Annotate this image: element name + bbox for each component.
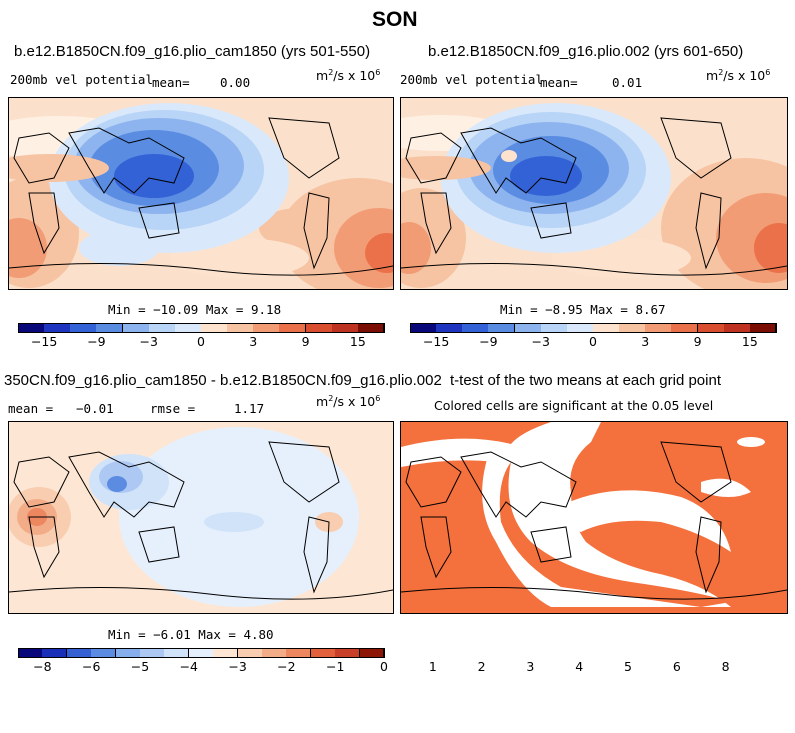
panel1-colorbar — [18, 323, 385, 333]
panel3-minmax: Min = −6.01 Max = 4.80 — [108, 627, 274, 642]
panel3-units: m2/s x 106 — [316, 394, 381, 410]
colorbar-tick-label: −9 — [87, 334, 106, 349]
colorbar-tick-label: −15 — [422, 334, 450, 349]
colorbar-tick-label: 5 — [624, 659, 632, 674]
colorbar-tick-label: −8 — [33, 659, 52, 674]
panel3-colorbar — [18, 648, 385, 658]
colorbar-tick-label: −1 — [325, 659, 345, 674]
panel2-title: b.e12.B1850CN.f09_g16.plio.002 (yrs 601-… — [428, 43, 744, 60]
colorbar-tick-label: 0 — [589, 334, 597, 349]
panel4-title: t-test of the two means at each grid poi… — [450, 372, 721, 389]
panel1-colorbar-ticks: −15 −9 −3 0 3 9 15 — [18, 333, 384, 349]
figure-title: SON — [372, 8, 418, 31]
panel2-colorbar-ticks: −15 −9 −3 0 3 9 15 — [410, 333, 776, 349]
panel1-units: m2/s x 106 — [316, 68, 381, 84]
panel3-title: 350CN.f09_g16.plio_cam1850 - b.e12.B1850… — [4, 372, 442, 389]
colorbar-frame — [410, 323, 776, 333]
panel4-significance — [401, 422, 787, 607]
colorbar-tick-label: −3 — [139, 334, 158, 349]
colorbar-tick-label: 3 — [249, 334, 258, 349]
panel2-map — [400, 97, 788, 290]
colorbar-tick-label: 3 — [526, 659, 535, 674]
panel1-variable: 200mb vel potential — [10, 72, 153, 87]
colorbar-tick-label: 15 — [349, 334, 366, 349]
panel3-field — [9, 427, 393, 607]
colorbar-tick-label: 4 — [575, 659, 584, 674]
panel2-variable: 200mb vel potential — [400, 72, 543, 87]
panel2-mean-value: 0.01 — [612, 75, 643, 90]
panel3-mean-label: mean = — [8, 401, 54, 416]
colorbar-tick-label: −4 — [179, 659, 199, 674]
colorbar-tick-label: −9 — [479, 334, 498, 349]
colorbar-tick-label: −15 — [30, 334, 58, 349]
colorbar-tick-label: 3 — [641, 334, 650, 349]
panel1-minmax: Min = −10.09 Max = 9.18 — [108, 302, 282, 317]
colorbar-cell — [749, 323, 777, 333]
colorbar-tick-label: −3 — [531, 334, 550, 349]
panel3-rmse-value: 1.17 — [234, 401, 265, 416]
colorbar-tick-label: 15 — [741, 334, 758, 349]
colorbar-frame — [18, 323, 384, 333]
colorbar-frame — [18, 648, 384, 658]
panel2-field — [401, 103, 787, 289]
panel4-map — [400, 421, 788, 614]
panel3-colorbar-ticks: −8 −6 −5 −4 −3 −2 −1 0 1 2 3 4 5 6 8 — [18, 658, 729, 674]
panel3-map — [8, 421, 394, 614]
panel4-subtitle: Colored cells are significant at the 0.0… — [434, 398, 714, 413]
colorbar-tick-label: 0 — [197, 334, 205, 349]
panel1-mean-value: 0.00 — [220, 75, 251, 90]
colorbar-cell — [359, 648, 385, 658]
panel2-units: m2/s x 106 — [706, 68, 771, 84]
colorbar-tick-label: 6 — [672, 659, 681, 674]
panel2-minmax: Min = −8.95 Max = 8.67 — [500, 302, 666, 317]
panel1-title: b.e12.B1850CN.f09_g16.plio_cam1850 (yrs … — [14, 43, 371, 60]
panel1-map — [8, 97, 394, 290]
panel3-rmse-label: rmse = — [150, 401, 196, 416]
colorbar-tick-label: 8 — [721, 659, 730, 674]
colorbar-tick-label: 9 — [301, 334, 310, 349]
colorbar-tick-label: −3 — [228, 659, 247, 674]
colorbar-tick-label: 0 — [380, 659, 388, 674]
colorbar-tick-label: 2 — [477, 659, 486, 674]
colorbar-tick-label: −5 — [130, 659, 150, 674]
colorbar-tick-label: 9 — [693, 334, 702, 349]
panel2-mean-label: mean= — [540, 75, 578, 90]
colorbar-tick-label: 1 — [428, 659, 437, 674]
colorbar-tick-label: −2 — [277, 659, 296, 674]
colorbar-tick-label: −6 — [81, 659, 101, 674]
panel1-mean-label: mean= — [152, 75, 190, 90]
colorbar-cell — [357, 323, 385, 333]
panel3-mean-value: −0.01 — [76, 401, 114, 416]
panel1-field — [9, 103, 393, 289]
panel2-colorbar — [410, 323, 777, 333]
